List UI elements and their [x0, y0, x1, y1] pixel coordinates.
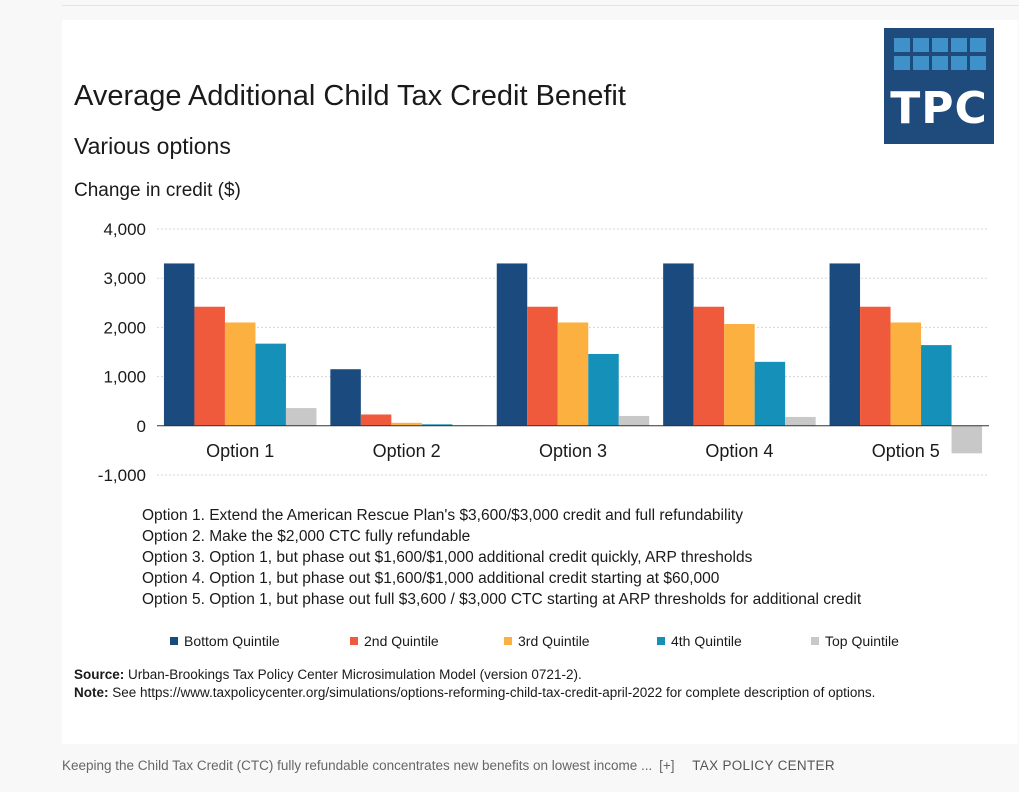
x-tick-label: Option 5 — [872, 441, 940, 461]
option-notes: Option 1. Extend the American Rescue Pla… — [142, 505, 861, 610]
y-tick-label: 1,000 — [103, 368, 146, 387]
legend-label: Top Quintile — [825, 633, 899, 649]
bar — [163, 263, 195, 426]
bar — [890, 322, 922, 426]
legend-swatch — [504, 637, 512, 645]
legend-item: Bottom Quintile — [170, 633, 280, 649]
note-option-3: Option 3. Option 1, but phase out $1,600… — [142, 549, 753, 566]
bar — [693, 306, 725, 426]
y-tick-label: 3,000 — [103, 269, 146, 288]
note-label: Note: — [74, 685, 109, 700]
bar — [951, 425, 983, 454]
source-label: Source: — [74, 667, 125, 682]
bar — [588, 353, 619, 426]
legend-swatch — [811, 637, 819, 645]
bar — [860, 306, 891, 426]
x-tick-label: Option 4 — [705, 441, 773, 461]
bar — [724, 323, 755, 426]
bar — [785, 416, 816, 426]
note-option-5: Option 5. Option 1, but phase out full $… — [142, 591, 862, 608]
legend-swatch — [170, 637, 178, 645]
top-divider — [62, 5, 1019, 6]
logo-grid-icon — [894, 38, 986, 72]
caption-credit: TAX POLICY CENTER — [692, 758, 835, 773]
legend-label: 2nd Quintile — [364, 633, 439, 649]
chart-subtitle: Various options — [74, 133, 231, 159]
chart-title: Average Additional Child Tax Credit Bene… — [74, 80, 626, 112]
bar-chart: 4,000 3,000 2,000 1,000 0 -1,000 Option 1 Optio… — [98, 220, 989, 485]
bar — [754, 361, 786, 426]
y-tick-label: 4,000 — [103, 220, 146, 239]
chart-card: TPC Average Additional Child Tax Credit … — [62, 20, 1018, 744]
tpc-logo: TPC — [884, 28, 994, 144]
x-tick-label: Option 1 — [206, 441, 274, 461]
bar — [557, 322, 589, 426]
note-option-4: Option 4. Option 1, but phase out $1,600… — [142, 570, 720, 587]
note-option-2: Option 2. Make the $2,000 CTC fully refu… — [142, 528, 471, 545]
legend-item: 4th Quintile — [657, 633, 742, 649]
legend-item: Top Quintile — [811, 633, 899, 649]
bar — [360, 414, 392, 426]
logo-text: TPC — [890, 83, 988, 134]
bar — [285, 408, 317, 426]
note-text: See https://www.taxpolicycenter.org/simu… — [108, 685, 876, 700]
bar — [921, 345, 952, 426]
bar — [194, 306, 225, 426]
legend-item: 2nd Quintile — [350, 633, 439, 649]
legend-label: Bottom Quintile — [184, 633, 280, 649]
legend-swatch — [657, 637, 665, 645]
bar — [496, 263, 528, 426]
legend-label: 4th Quintile — [671, 633, 742, 649]
bar — [663, 263, 694, 426]
legend-label: 3rd Quintile — [518, 633, 590, 649]
bar — [829, 263, 861, 426]
y-tick-label: 0 — [137, 417, 146, 436]
y-axis-label: Change in credit ($) — [74, 180, 241, 201]
expand-caption-button[interactable]: [+] — [659, 758, 675, 773]
bar — [527, 306, 558, 426]
bar — [618, 415, 650, 426]
x-tick-label: Option 2 — [373, 441, 441, 461]
x-tick-label: Option 3 — [539, 441, 607, 461]
bar — [224, 322, 256, 426]
bar — [255, 343, 286, 426]
legend-swatch — [350, 637, 358, 645]
source-note: Source: Urban-Brookings Tax Policy Cente… — [74, 666, 999, 702]
bar — [330, 369, 361, 426]
bar — [391, 422, 422, 426]
source-text: Urban-Brookings Tax Policy Center Micros… — [124, 667, 582, 682]
y-tick-label: 2,000 — [103, 318, 146, 337]
legend-item: 3rd Quintile — [504, 633, 590, 649]
note-option-1: Option 1. Extend the American Rescue Pla… — [142, 507, 743, 524]
y-tick-label: -1,000 — [98, 466, 146, 485]
image-caption: Keeping the Child Tax Credit (CTC) fully… — [62, 758, 835, 773]
caption-text: Keeping the Child Tax Credit (CTC) fully… — [62, 758, 653, 773]
bar — [421, 424, 453, 426]
